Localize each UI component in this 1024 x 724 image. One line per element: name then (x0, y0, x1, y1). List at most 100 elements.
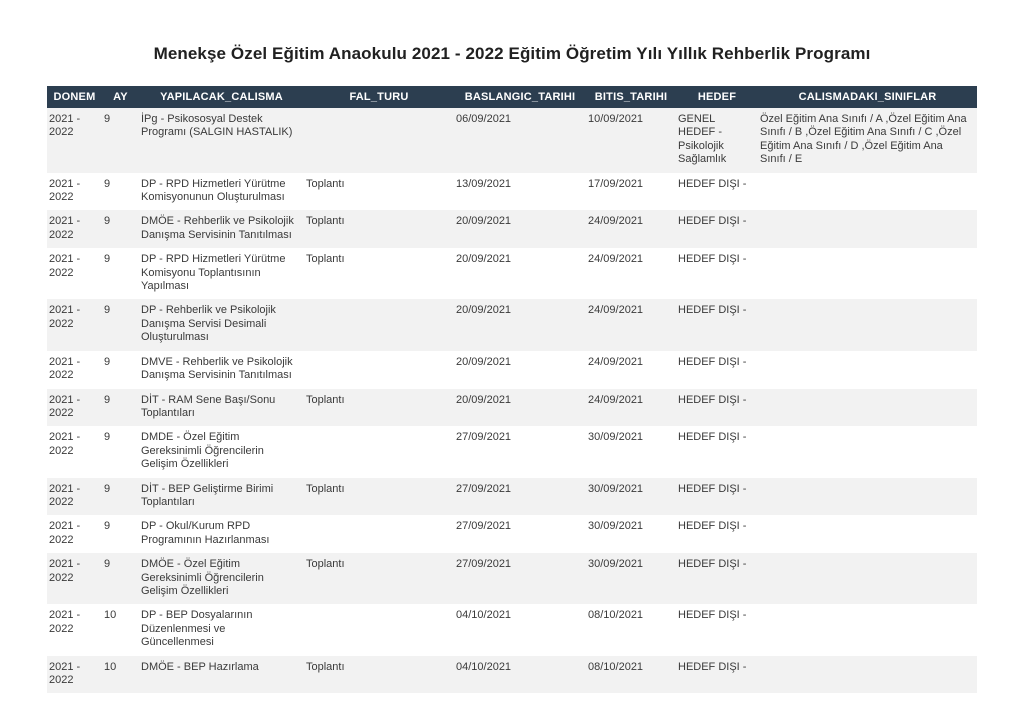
table-header-row: DONEM AY YAPILACAK_CALISMA FAL_TURU BASLANGI… (47, 86, 977, 108)
table-cell (304, 515, 454, 553)
table-cell: 2021 - 2022 (49, 113, 81, 139)
table-cell: Toplantı (306, 482, 345, 495)
table-cell: Toplantı (306, 393, 345, 406)
column-header-calismadaki-siniflar: CALISMADAKI_SINIFLAR (758, 86, 977, 108)
table-header: DONEM AY YAPILACAK_CALISMA FAL_TURU BASLANGI… (47, 86, 977, 108)
table-cell: 20/09/2021 (456, 393, 512, 406)
table-cell: Toplantı (306, 215, 345, 228)
table-cell (758, 210, 977, 248)
table-cell: 2021 - 2022 (49, 558, 81, 584)
table-cell: 2021 - 2022 (49, 482, 81, 508)
table-cell: 2021 - 2022 (49, 177, 81, 204)
table-cell: HEDEF DIŞI - (678, 215, 747, 228)
column-header-bitis-tarihi: BITIS_TARIHI (586, 86, 676, 108)
table-cell: HEDEF DIŞI - (678, 304, 747, 317)
table-cell (758, 389, 977, 427)
table-cell: 30/09/2021 (588, 520, 644, 533)
table-cell: 17/09/2021 (588, 177, 644, 190)
table-body: 2021 - 2022 9 İPg - Psikososyal Destek Pro… (47, 108, 977, 694)
table-cell: 27/09/2021 (456, 482, 512, 495)
table-cell: 20/09/2021 (456, 253, 512, 266)
table-cell (304, 351, 454, 389)
table-cell: 10 (104, 609, 117, 622)
table-row: 2021 - 2022 9 DMÖE - Rehberlik ve Psikoloj… (47, 210, 977, 249)
table-cell: HEDEF DIŞI - (678, 431, 747, 444)
table-cell: HEDEF DIŞI - (678, 660, 747, 673)
table-row: 2021 - 2022 10 DMÖE - BEP Hazırlama Toplant… (47, 655, 977, 694)
table-cell: 9 (104, 113, 111, 125)
table-cell: DMÖE - BEP Hazırlama (141, 660, 259, 673)
table-cell (758, 173, 977, 211)
table-cell: 24/09/2021 (588, 393, 644, 406)
table-cell: HEDEF DIŞI - (678, 558, 747, 571)
table-cell (304, 426, 454, 477)
table-cell: HEDEF DIŞI - (678, 253, 747, 266)
table-cell: 10/09/2021 (588, 113, 644, 125)
table-cell: 10 (104, 660, 117, 673)
table-row: 2021 - 2022 9 DMDE - Özel Eğitim Gereksini… (47, 426, 977, 477)
table-cell: 20/09/2021 (456, 215, 512, 228)
table-cell: 20/09/2021 (456, 355, 512, 368)
page-title: Menekşe Özel Eğitim Anaokulu 2021 - 2022… (153, 44, 871, 63)
table-row: 2021 - 2022 9 DMÖE - Özel Eğitim Gereksini… (47, 553, 977, 605)
table-cell: 9 (104, 355, 111, 368)
table-row: 2021 - 2022 9 DMVE - Rehberlik ve Psikoloj… (47, 351, 977, 389)
table-cell: Özel Eğitim Ana Sınıfı / A ,Özel Eğitim … (760, 113, 967, 166)
table-cell: 06/09/2021 (456, 113, 512, 125)
table-cell (758, 515, 977, 553)
table-row: 2021 - 2022 9 DP - Okul/Kurum RPD Programı… (47, 515, 977, 553)
table-cell: HEDEF DIŞI - (678, 609, 747, 622)
table-cell: 13/09/2021 (456, 177, 512, 190)
table-cell: 9 (104, 253, 111, 266)
column-header-fal-turu: FAL_TURU (304, 86, 454, 108)
table-cell: 2021 - 2022 (49, 253, 81, 279)
table-cell: 9 (104, 431, 111, 444)
table-cell: 9 (104, 558, 111, 571)
table-cell: DP - BEP Dosyalarının Düzenlenmesi ve Gü… (141, 609, 253, 649)
table-cell: 2021 - 2022 (49, 660, 81, 686)
table-cell (758, 426, 977, 477)
column-header-baslangic-tarihi: BASLANGIC_TARIHI (454, 86, 586, 108)
table-row: 2021 - 2022 9 DİT - RAM Sene Başı/Sonu Top… (47, 388, 977, 427)
table-cell: 9 (104, 393, 111, 406)
table-cell (304, 604, 454, 655)
table-cell: 04/10/2021 (456, 609, 512, 622)
table-cell: 2021 - 2022 (49, 520, 81, 546)
table-row: 2021 - 2022 9 İPg - Psikososyal Destek Pro… (47, 108, 977, 173)
table-cell: DP - Rehberlik ve Psikolojik Danışma Ser… (141, 304, 276, 344)
table-cell: 2021 - 2022 (49, 431, 81, 457)
table-cell: 24/09/2021 (588, 253, 644, 266)
table-cell: Toplantı (306, 558, 345, 571)
table-row: 2021 - 2022 9 DİT - BEP Geliştirme Birimi … (47, 477, 977, 516)
table-cell: 08/10/2021 (588, 609, 644, 622)
table-cell (758, 248, 977, 299)
table-cell (304, 108, 454, 173)
column-header-hedef: HEDEF (676, 86, 758, 108)
column-header-donem: DONEM (47, 86, 102, 108)
table-cell (758, 604, 977, 655)
table-cell: İPg - Psikososyal Destek Programı (SALGI… (141, 113, 293, 139)
table-cell: DMÖE - Rehberlik ve Psikolojik Danışma S… (141, 215, 294, 241)
table-cell: Toplantı (306, 253, 345, 266)
table-cell: 2021 - 2022 (49, 355, 81, 382)
table-cell: DMDE - Özel Eğitim Gereksinimli Öğrencil… (141, 431, 264, 471)
table-cell: 08/10/2021 (588, 660, 644, 673)
table-cell: HEDEF DIŞI - (678, 177, 747, 190)
table-cell: 04/10/2021 (456, 660, 512, 673)
table-row: 2021 - 2022 10 DP - BEP Dosyalarının Düzen… (47, 604, 977, 655)
table-cell (758, 656, 977, 694)
table-cell: DMVE - Rehberlik ve Psikolojik Danışma S… (141, 355, 293, 382)
table-cell: DP - RPD Hizmetleri Yürütme Komisyonu To… (141, 253, 286, 293)
table-cell: DİT - BEP Geliştirme Birimi Toplantıları (141, 482, 274, 508)
table-cell: DP - RPD Hizmetleri Yürütme Komisyonunun… (141, 177, 286, 204)
table-cell (758, 553, 977, 604)
guidance-program-table: DONEM AY YAPILACAK_CALISMA FAL_TURU BASLANGI… (47, 86, 977, 694)
table-cell: HEDEF DIŞI - (678, 482, 747, 495)
table-cell: 20/09/2021 (456, 304, 512, 317)
table-cell: 27/09/2021 (456, 520, 512, 533)
table-cell: HEDEF DIŞI - (678, 355, 747, 368)
table-cell: 9 (104, 177, 111, 190)
table-cell (304, 299, 454, 350)
table-cell: 9 (104, 482, 111, 495)
table-cell: GENEL HEDEF - Psikolojik Sağlamlık (678, 113, 727, 166)
